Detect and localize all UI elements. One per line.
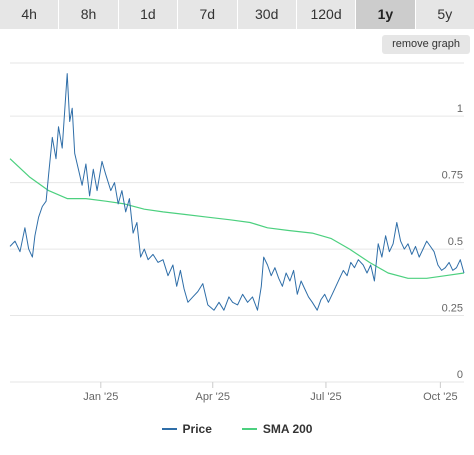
y-tick-label: 0 bbox=[457, 369, 463, 381]
price-swatch bbox=[161, 428, 177, 430]
chart-legend: Price SMA 200 bbox=[0, 418, 474, 440]
tab-1y[interactable]: 1y bbox=[356, 0, 416, 29]
legend-item-sma[interactable]: SMA 200 bbox=[241, 422, 313, 436]
x-tick-label: Jul '25 bbox=[310, 391, 341, 403]
x-tick-label: Jan '25 bbox=[83, 391, 118, 403]
legend-sma-label: SMA 200 bbox=[262, 422, 313, 436]
remove-graph-button[interactable]: remove graph bbox=[382, 35, 470, 54]
tab-4h[interactable]: 4h bbox=[0, 0, 60, 29]
x-axis-ticks: Jan '25 Apr '25 Jul '25 Oct '25 bbox=[83, 382, 458, 403]
price-series-line bbox=[9, 73, 465, 311]
tab-30d[interactable]: 30d bbox=[237, 0, 297, 29]
x-tick-label: Oct '25 bbox=[423, 391, 458, 403]
tab-1d[interactable]: 1d bbox=[118, 0, 179, 29]
legend-item-price[interactable]: Price bbox=[161, 422, 212, 436]
y-tick-label: 0.5 bbox=[448, 236, 463, 248]
timeframe-tabs: 4h 8h 1d 7d 30d 120d 1y 5y bbox=[0, 0, 474, 29]
series-lines bbox=[9, 73, 465, 311]
sma-swatch bbox=[241, 428, 257, 430]
x-tick-label: Apr '25 bbox=[195, 391, 230, 403]
grid-lines bbox=[10, 62, 464, 383]
y-tick-label: 1 bbox=[457, 103, 463, 115]
legend-price-label: Price bbox=[182, 422, 212, 436]
y-tick-label: 0.25 bbox=[442, 303, 463, 315]
tab-7d[interactable]: 7d bbox=[178, 0, 238, 29]
y-axis-ticks: 0 0.25 0.5 0.75 1 bbox=[442, 103, 463, 381]
tab-8h[interactable]: 8h bbox=[59, 0, 119, 29]
tab-5y[interactable]: 5y bbox=[415, 0, 474, 29]
tab-120d[interactable]: 120d bbox=[296, 0, 357, 29]
y-tick-label: 0.75 bbox=[442, 170, 463, 182]
sma-200-series-line bbox=[9, 158, 465, 279]
